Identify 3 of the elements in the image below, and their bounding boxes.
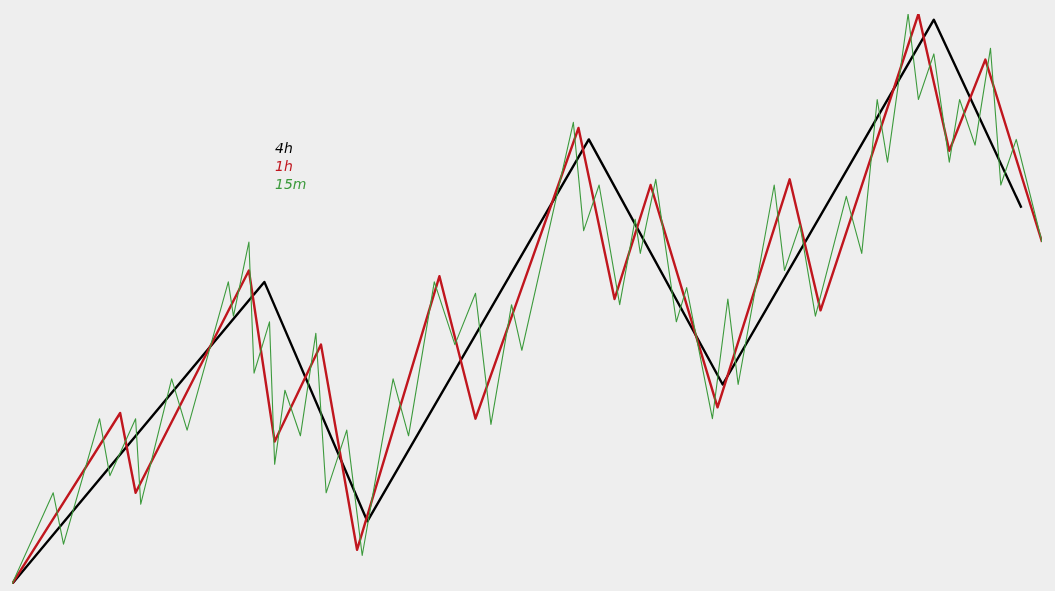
text: 4h	[275, 139, 294, 157]
text: 1h	[275, 157, 294, 175]
text: 15m	[275, 175, 307, 193]
